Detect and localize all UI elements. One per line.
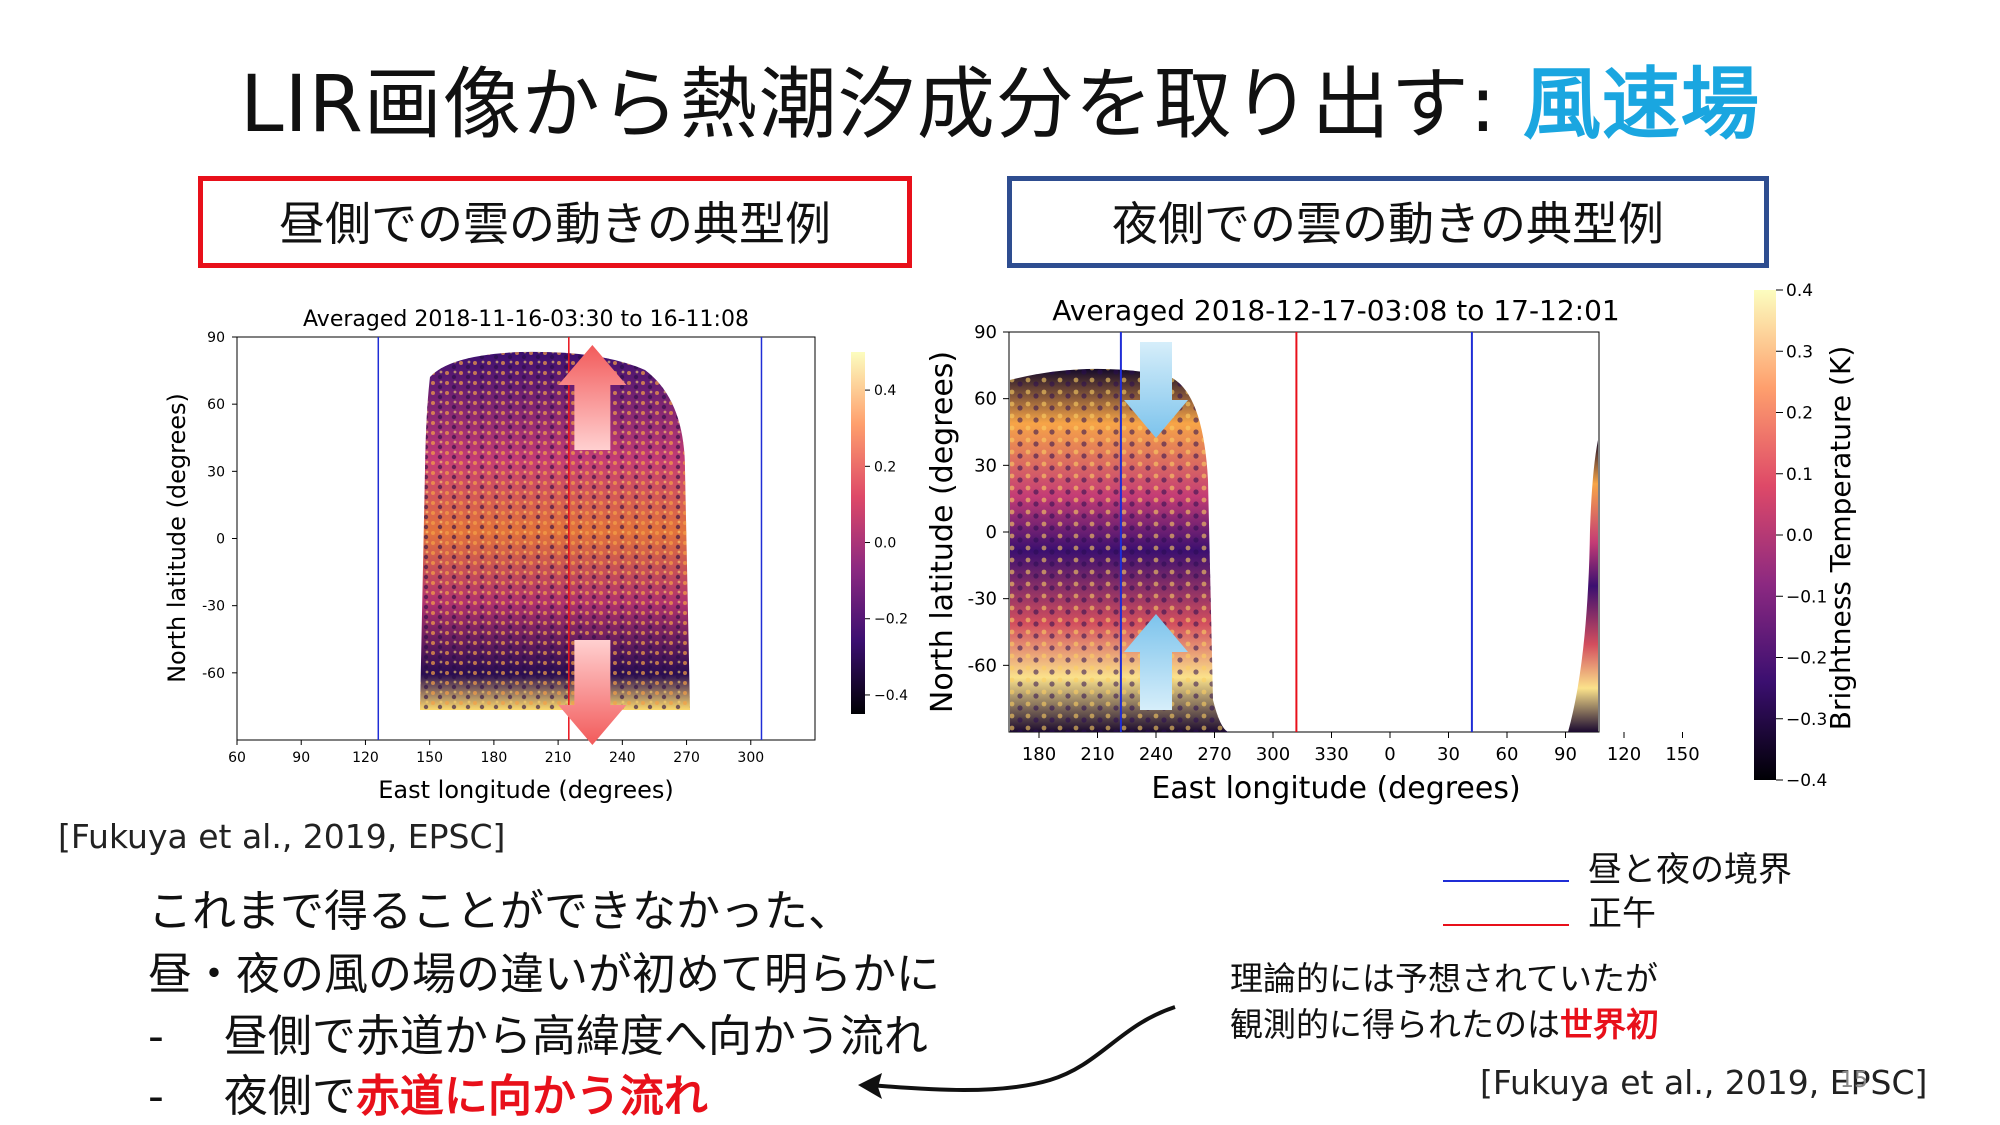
x-tick-label: 90 [292, 750, 310, 766]
y-tick-label: -60 [968, 655, 997, 676]
y-tick-label: 30 [974, 455, 997, 476]
x-tick-label: 180 [1022, 744, 1056, 765]
colorbar-tick-label: 0.0 [1786, 526, 1813, 546]
colorbar [851, 352, 865, 714]
title-text: LIR画像から熱潮汐成分を取り出す: [240, 60, 1523, 150]
colorbar-tick-label: −0.4 [1786, 771, 1827, 791]
bullet-dash: - [148, 1071, 164, 1122]
y-tick-label: 60 [207, 397, 225, 413]
chart-title: Averaged 2018-12-17-03:08 to 17-12:01 [1052, 294, 1620, 327]
colorbar-tick-label: 0.2 [1786, 404, 1813, 424]
poleward-arrow-south [558, 640, 627, 745]
y-tick-label: -30 [202, 599, 225, 615]
y-tick-label: 90 [974, 322, 997, 343]
x-tick-label: 150 [1665, 744, 1699, 765]
terminator-legend-label: 昼と夜の境界 [1588, 850, 1792, 890]
slide-title: LIR画像から熱潮汐成分を取り出す: 風速場 [0, 42, 2000, 154]
note-line-2-prefix: 観測的に得られたのは [1230, 1005, 1560, 1044]
x-tick-label: 240 [1139, 744, 1173, 765]
x-tick-label: 240 [609, 750, 636, 766]
x-tick-label: 210 [545, 750, 572, 766]
x-tick-label: 30 [1437, 744, 1460, 765]
colorbar-tick-label: 0.4 [1786, 281, 1813, 301]
x-tick-label: 270 [673, 750, 700, 766]
x-axis-label: East longitude (degrees) [1151, 771, 1520, 806]
colorbar [1754, 290, 1776, 780]
bullet-2-prefix: 夜側で [223, 1071, 356, 1122]
x-tick-label: 300 [737, 750, 764, 766]
bullet-1-text: 昼側で赤道から高緯度へ向かう流れ [223, 1011, 928, 1062]
note-line-1: 理論的には予想されていたが [1230, 959, 1659, 998]
pointer-arrow [858, 1005, 1176, 1099]
note-highlight: 世界初 [1560, 1005, 1659, 1044]
noon-legend-label: 正午 [1588, 894, 1656, 934]
bullet-2-highlight: 赤道に向かう流れ [355, 1071, 708, 1122]
day-side-chart: 60 90 120 150 180 210 240 270 300 9060300-30-60 … [163, 307, 908, 804]
day-side-label: 昼側での雲の動きの典型例 [198, 176, 912, 268]
heatmap-field [420, 351, 690, 710]
colorbar-tick-label: 0.1 [1786, 465, 1813, 485]
colorbar-tick-label: −0.4 [874, 688, 908, 704]
colorbar-tick-label: −0.3 [1786, 710, 1827, 730]
x-tick-label: 60 [1496, 744, 1519, 765]
x-tick-label: 120 [352, 750, 379, 766]
y-tick-label: 30 [207, 464, 225, 480]
colorbar-tick-label: 0.2 [874, 459, 896, 475]
y-tick-label: -30 [968, 589, 997, 610]
chart-title: Averaged 2018-11-16-03:30 to 16-11:08 [303, 307, 749, 332]
x-tick-label: 180 [481, 750, 508, 766]
y-axis-label: North latitude (degrees) [928, 351, 960, 713]
y-axis-label: North latitude (degrees) [163, 393, 191, 683]
x-tick-label: 0 [1384, 744, 1395, 765]
colorbar-tick-label: 0.0 [874, 536, 896, 552]
x-tick-label: 90 [1554, 744, 1577, 765]
equatorward-arrow-south [1124, 614, 1188, 710]
colorbar-tick-label: −0.1 [1786, 587, 1827, 607]
x-tick-label: 120 [1607, 744, 1641, 765]
body-line-2: 昼・夜の風の場の違いが初めて明らかに [148, 949, 940, 1000]
x-tick-label: 270 [1197, 744, 1231, 765]
y-tick-label: 0 [216, 532, 225, 548]
colorbar-label: Brightness Temperature (K) [1824, 346, 1857, 731]
noon-legend-line [1443, 924, 1569, 926]
x-tick-label: 330 [1314, 744, 1348, 765]
bullet-2: - 夜側で赤道に向かう流れ [148, 1060, 708, 1124]
bullet-dash: - [148, 1011, 164, 1062]
citation-right: [Fukuya et al., 2019, EPSC] [1480, 1063, 1928, 1102]
pointer-arrow-head [858, 1073, 882, 1099]
colorbar-tick-label: −0.2 [1786, 649, 1827, 669]
x-axis-label: East longitude (degrees) [378, 776, 673, 804]
bullet-1: - 昼側で赤道から高緯度へ向かう流れ [148, 1000, 928, 1064]
pointer-arrow-path [869, 1005, 1176, 1092]
y-tick-label: 0 [986, 522, 997, 543]
citation-left: [Fukuya et al., 2019, EPSC] [58, 817, 506, 856]
x-tick-label: 300 [1256, 744, 1290, 765]
night-side-chart: 180 210 240 270 300 330 0 30 60 90 120 150 9060300-… [928, 281, 1857, 806]
x-tick-label: 60 [228, 750, 246, 766]
body-line-1: これまで得ることができなかった、 [148, 886, 852, 937]
equatorward-arrow-north [1124, 342, 1188, 438]
x-tick-label: 210 [1080, 744, 1114, 765]
y-tick-label: 60 [974, 389, 997, 410]
y-tick-label: -60 [202, 666, 225, 682]
colorbar-tick-label: 0.4 [874, 383, 896, 399]
title-accent: 風速場 [1522, 60, 1760, 150]
night-side-label: 夜側での雲の動きの典型例 [1007, 176, 1769, 268]
x-tick-label: 150 [416, 750, 443, 766]
page-number: 15 [1840, 1068, 1868, 1093]
colorbar-tick-label: 0.3 [1786, 342, 1813, 362]
y-tick-label: 90 [207, 330, 225, 346]
note-line-2: 観測的に得られたのは世界初 [1230, 998, 1659, 1046]
terminator-legend-line [1443, 880, 1569, 882]
colorbar-tick-label: −0.2 [874, 612, 908, 628]
poleward-arrow-north [558, 345, 627, 450]
